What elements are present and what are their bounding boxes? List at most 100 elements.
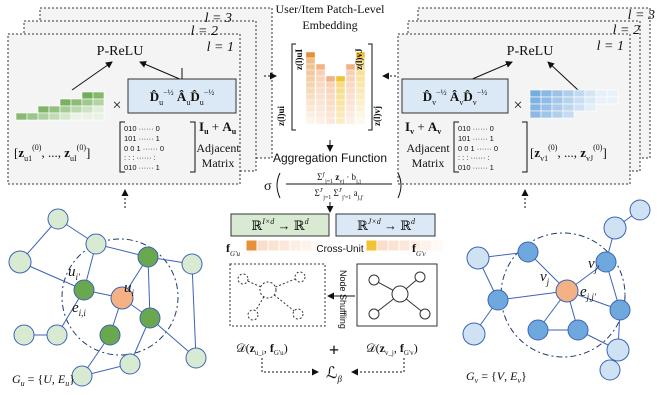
patch-cell xyxy=(315,69,326,77)
right-arrow-up-b xyxy=(547,61,579,91)
f-vector-cell xyxy=(376,239,389,252)
embedding-cell xyxy=(59,112,72,121)
patch-cell xyxy=(345,105,356,113)
patch-cell xyxy=(355,93,366,101)
right-bin-row-3: 0 0 1 ······ 0 xyxy=(458,144,498,153)
graph-node xyxy=(487,289,509,311)
patch-cell xyxy=(355,105,366,113)
patch-cell xyxy=(305,99,316,107)
embedding-cell xyxy=(551,89,564,98)
embedding-cell xyxy=(540,103,553,112)
embedding-cell xyxy=(562,89,575,98)
patch-cell xyxy=(305,81,316,89)
patch-cell xyxy=(355,99,366,107)
graph-node xyxy=(71,365,93,387)
graph-node xyxy=(137,246,159,268)
left-neighborhood-circle xyxy=(61,238,179,356)
patch-cell xyxy=(345,87,356,95)
patch-label-left-a: z(l)ui xyxy=(276,106,286,126)
loss-arrow-left xyxy=(261,358,319,376)
graph-node xyxy=(99,324,121,346)
patch-cell xyxy=(315,87,326,95)
patch-cell xyxy=(325,111,336,119)
cross-unit-label: Cross-Unit xyxy=(316,244,363,255)
embedding-cell xyxy=(573,96,586,105)
embedding-cell xyxy=(595,89,608,98)
embedding-cell xyxy=(81,112,94,121)
right-norm-matrix: D̂v−½ ÂvD̂v−½ xyxy=(423,88,487,107)
f-vector-cell xyxy=(311,239,324,252)
patch-bracket-right xyxy=(368,43,373,131)
map-left-box xyxy=(230,213,330,237)
patch-cell xyxy=(325,105,336,113)
embedding-cell xyxy=(92,91,105,100)
left-binary-matrix: 010 ······ 0 101 ······ 1 0 0 1 ······ 0… xyxy=(119,121,196,173)
left-layer-label-1: l = 1 xyxy=(207,40,234,55)
graph-node xyxy=(567,319,589,341)
right-layer-panels: l = 3 l = 2 l = 1 P-ReLU D̂v−½ ÂvD̂v−½ ×… xyxy=(397,7,655,185)
embedding-cell xyxy=(529,89,542,98)
embedding-cell xyxy=(584,96,597,105)
patch-cell xyxy=(305,117,316,125)
embedding-cell xyxy=(551,103,564,112)
patch-cell xyxy=(305,69,316,77)
left-matrix-label: Matrix xyxy=(202,156,235,170)
svg-text:ΣJ'j=1 ΣJ'j'=1 aj,j': ΣJ'j=1 ΣJ'j'=1 aj,j' xyxy=(315,188,364,201)
patch-cell xyxy=(335,81,346,89)
f-vector-cell xyxy=(256,239,269,252)
loss-beta: ℒβ xyxy=(326,365,343,384)
patch-cell xyxy=(315,111,326,119)
left-embedding-list: [zu1(0), ..., zuI(0)] xyxy=(14,143,90,163)
patch-cell xyxy=(305,87,316,95)
f-left-vector xyxy=(245,239,324,252)
right-times-sign: × xyxy=(513,97,522,114)
graph-node xyxy=(73,279,95,301)
right-arrow-up-a xyxy=(469,61,513,81)
graph-node xyxy=(603,216,627,240)
patch-cell xyxy=(325,99,336,107)
graph-node xyxy=(527,319,549,341)
patch-label-right-a: z(l)vj xyxy=(372,106,382,126)
center-projection: ℝI×d → ℝd ℝJ×d → ℝd fG'u Cross-Unit fG'v xyxy=(226,213,444,384)
f-right-vector xyxy=(365,239,444,252)
right-binary-matrix: 010 ······ 0 101 ······ 1 0 0 1 ······ 0… xyxy=(453,121,528,173)
aggregation-title: Aggregation Function xyxy=(273,151,387,165)
right-norm-matrix-box xyxy=(401,78,509,114)
left-norm-matrix: D̂u−½ ÂuD̂u−½ xyxy=(150,88,214,107)
left-arrow-up-a xyxy=(71,61,113,91)
shuffle-right-graph xyxy=(368,271,431,320)
patch-cell xyxy=(305,105,316,113)
right-layer-label-2: l = 2 xyxy=(613,23,640,38)
svg-text:σ: σ xyxy=(264,179,272,194)
patch-cell xyxy=(315,81,326,89)
left-layer-label-3: l = 3 xyxy=(205,11,232,26)
embedding-cell xyxy=(595,96,608,105)
patch-cell xyxy=(345,93,356,101)
patch-cell xyxy=(315,117,326,125)
right-bin-row-2: 101 ······ 1 xyxy=(458,134,494,143)
right-graph-nodes xyxy=(462,199,651,381)
patch-cell xyxy=(355,81,366,89)
right-activation-label: P-ReLU xyxy=(507,44,554,59)
right-embedding-matrix xyxy=(529,89,619,119)
patch-cell xyxy=(325,75,336,83)
left-graph-label: Gu = {U, Eu} xyxy=(12,372,75,388)
graph-node xyxy=(555,279,579,303)
d-left: 𝒟(zu_i, fG'u) xyxy=(236,341,288,357)
f-left: fG'u xyxy=(226,241,241,258)
embedding-cell xyxy=(81,91,94,100)
left-activation-label: P-ReLU xyxy=(97,44,144,59)
left-bin-row-1: 010 ······ 0 xyxy=(124,124,160,133)
embedding-cell xyxy=(48,105,61,114)
right-item-graph: vj vj' ej,j' Gv = {V, Ev} xyxy=(462,199,651,385)
patch-bracket-left xyxy=(291,43,296,131)
patch-cell xyxy=(355,111,366,119)
left-times-sign: × xyxy=(112,97,121,114)
patch-cell xyxy=(335,87,346,95)
patch-cell xyxy=(315,99,326,107)
right-layer-label-3: l = 3 xyxy=(628,8,655,23)
embedding-cell xyxy=(37,105,50,114)
patch-cell xyxy=(325,93,336,101)
graph-node xyxy=(13,324,35,346)
